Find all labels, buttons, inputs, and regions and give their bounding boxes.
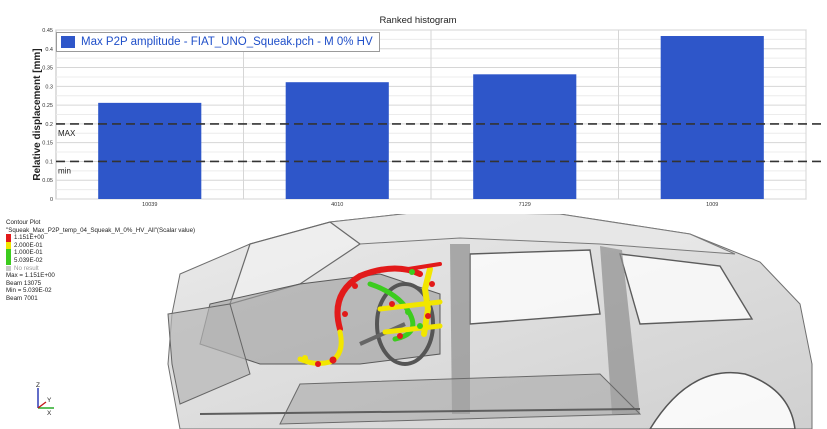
beam-top-red [400,262,442,272]
contour-subtitle: "Squeak_Max_P2P_temp_04_Squeak_M_0%_HV_A… [6,226,196,234]
steering-column [359,322,406,346]
triad-x-label: X [47,410,52,416]
squeak-beams [297,262,443,366]
bar-1009[interactable] [660,36,764,200]
quarter-window [619,253,754,325]
contour-max-beam: Beam 13075 [6,279,42,287]
bar-4010[interactable] [285,82,389,199]
triad-y-label: Y [47,397,52,404]
contour-swatch-green [6,249,11,257]
axis-triad: Z Y X [36,382,54,416]
beam-arc-yellow-left [297,329,344,366]
c-pillar [600,246,640,414]
x-tick-label: 10039 [142,202,157,208]
bar-10039[interactable] [98,102,202,199]
no-result-label: No result [14,264,39,272]
contour-min-beam: Beam 7001 [6,294,38,302]
x-tick-label: 7129 [519,202,531,208]
front-structure [167,303,251,405]
contour-max: Max = 1.151E+00 [6,272,55,280]
y-tick-label: 0.15 [42,141,53,147]
legend-swatch [61,36,75,48]
contour-level-3: 1.000E-01 [6,249,195,257]
contour-swatch-green-low [6,256,11,265]
contour-level-1: 1.151E+00 [6,234,195,242]
contour-min: Min = 5.039E-02 [6,287,52,295]
beam-markers [302,269,435,367]
beam-lower-bar [382,323,443,335]
car-body-model[interactable] [0,214,827,429]
x-tick-label: 4010 [331,202,343,208]
contour-swatch-red [6,234,11,242]
y-tick-label: 0.05 [42,178,53,184]
rear-wheel-arch [649,372,796,429]
contour-swatch-gray [6,265,11,271]
sill [199,408,641,415]
chart-title: Ranked histogram [379,15,456,26]
contour-level-label: 2.000E-01 [14,241,43,249]
y-tick-label: 0 [50,197,53,203]
car-roof [328,214,736,255]
contour-level-label: 1.151E+00 [14,234,45,242]
y-tick-label: 0.4 [45,47,53,53]
triad-z-label: Z [36,382,40,389]
contour-level-4: 5.039E-02 [6,256,195,265]
x-tick-label: 1009 [706,202,718,208]
steering-wheel [375,282,435,366]
contour-swatch-yellow [6,241,11,250]
y-tick-label: 0.45 [42,28,53,34]
beam-right-stack [421,266,433,337]
ranked-histogram-chart: Ranked histogram Relative displacement [… [32,15,826,208]
rear-door-window [469,249,601,325]
b-pillar [450,244,470,414]
y-tick-label: 0.3 [45,84,53,90]
bar-7129[interactable] [473,74,577,199]
contour-no-result: No result [6,265,195,273]
ref-label-min: min [58,166,71,175]
windshield-frame [229,221,362,305]
y-tick-label: 0.35 [42,66,53,72]
chart-legend: Max P2P amplitude - FIAT_UNO_Squeak.pch … [56,32,380,52]
legend-series-label: Max P2P amplitude - FIAT_UNO_Squeak.pch … [81,36,373,48]
contour-legend: Contour Plot "Squeak_Max_P2P_temp_04_Squ… [6,219,195,303]
contour-level-2: 2.000E-01 [6,241,195,250]
y-tick-label: 0.25 [42,103,53,109]
y-tick-label: 0.1 [45,159,53,165]
contour-title: Contour Plot [6,219,41,226]
ranked-histogram-panel: Ranked histogram Relative displacement [… [0,15,827,215]
contour-level-label: 1.000E-01 [14,249,43,257]
y-tick-label: 0.2 [45,122,53,128]
y-axis-label: Relative displacement [mm] [32,48,43,180]
contour-plot-viewport[interactable]: Contour Plot "Squeak_Max_P2P_temp_04_Squ… [0,214,827,429]
contour-level-label: 5.039E-02 [14,256,43,264]
ref-label-max: MAX [58,129,76,138]
